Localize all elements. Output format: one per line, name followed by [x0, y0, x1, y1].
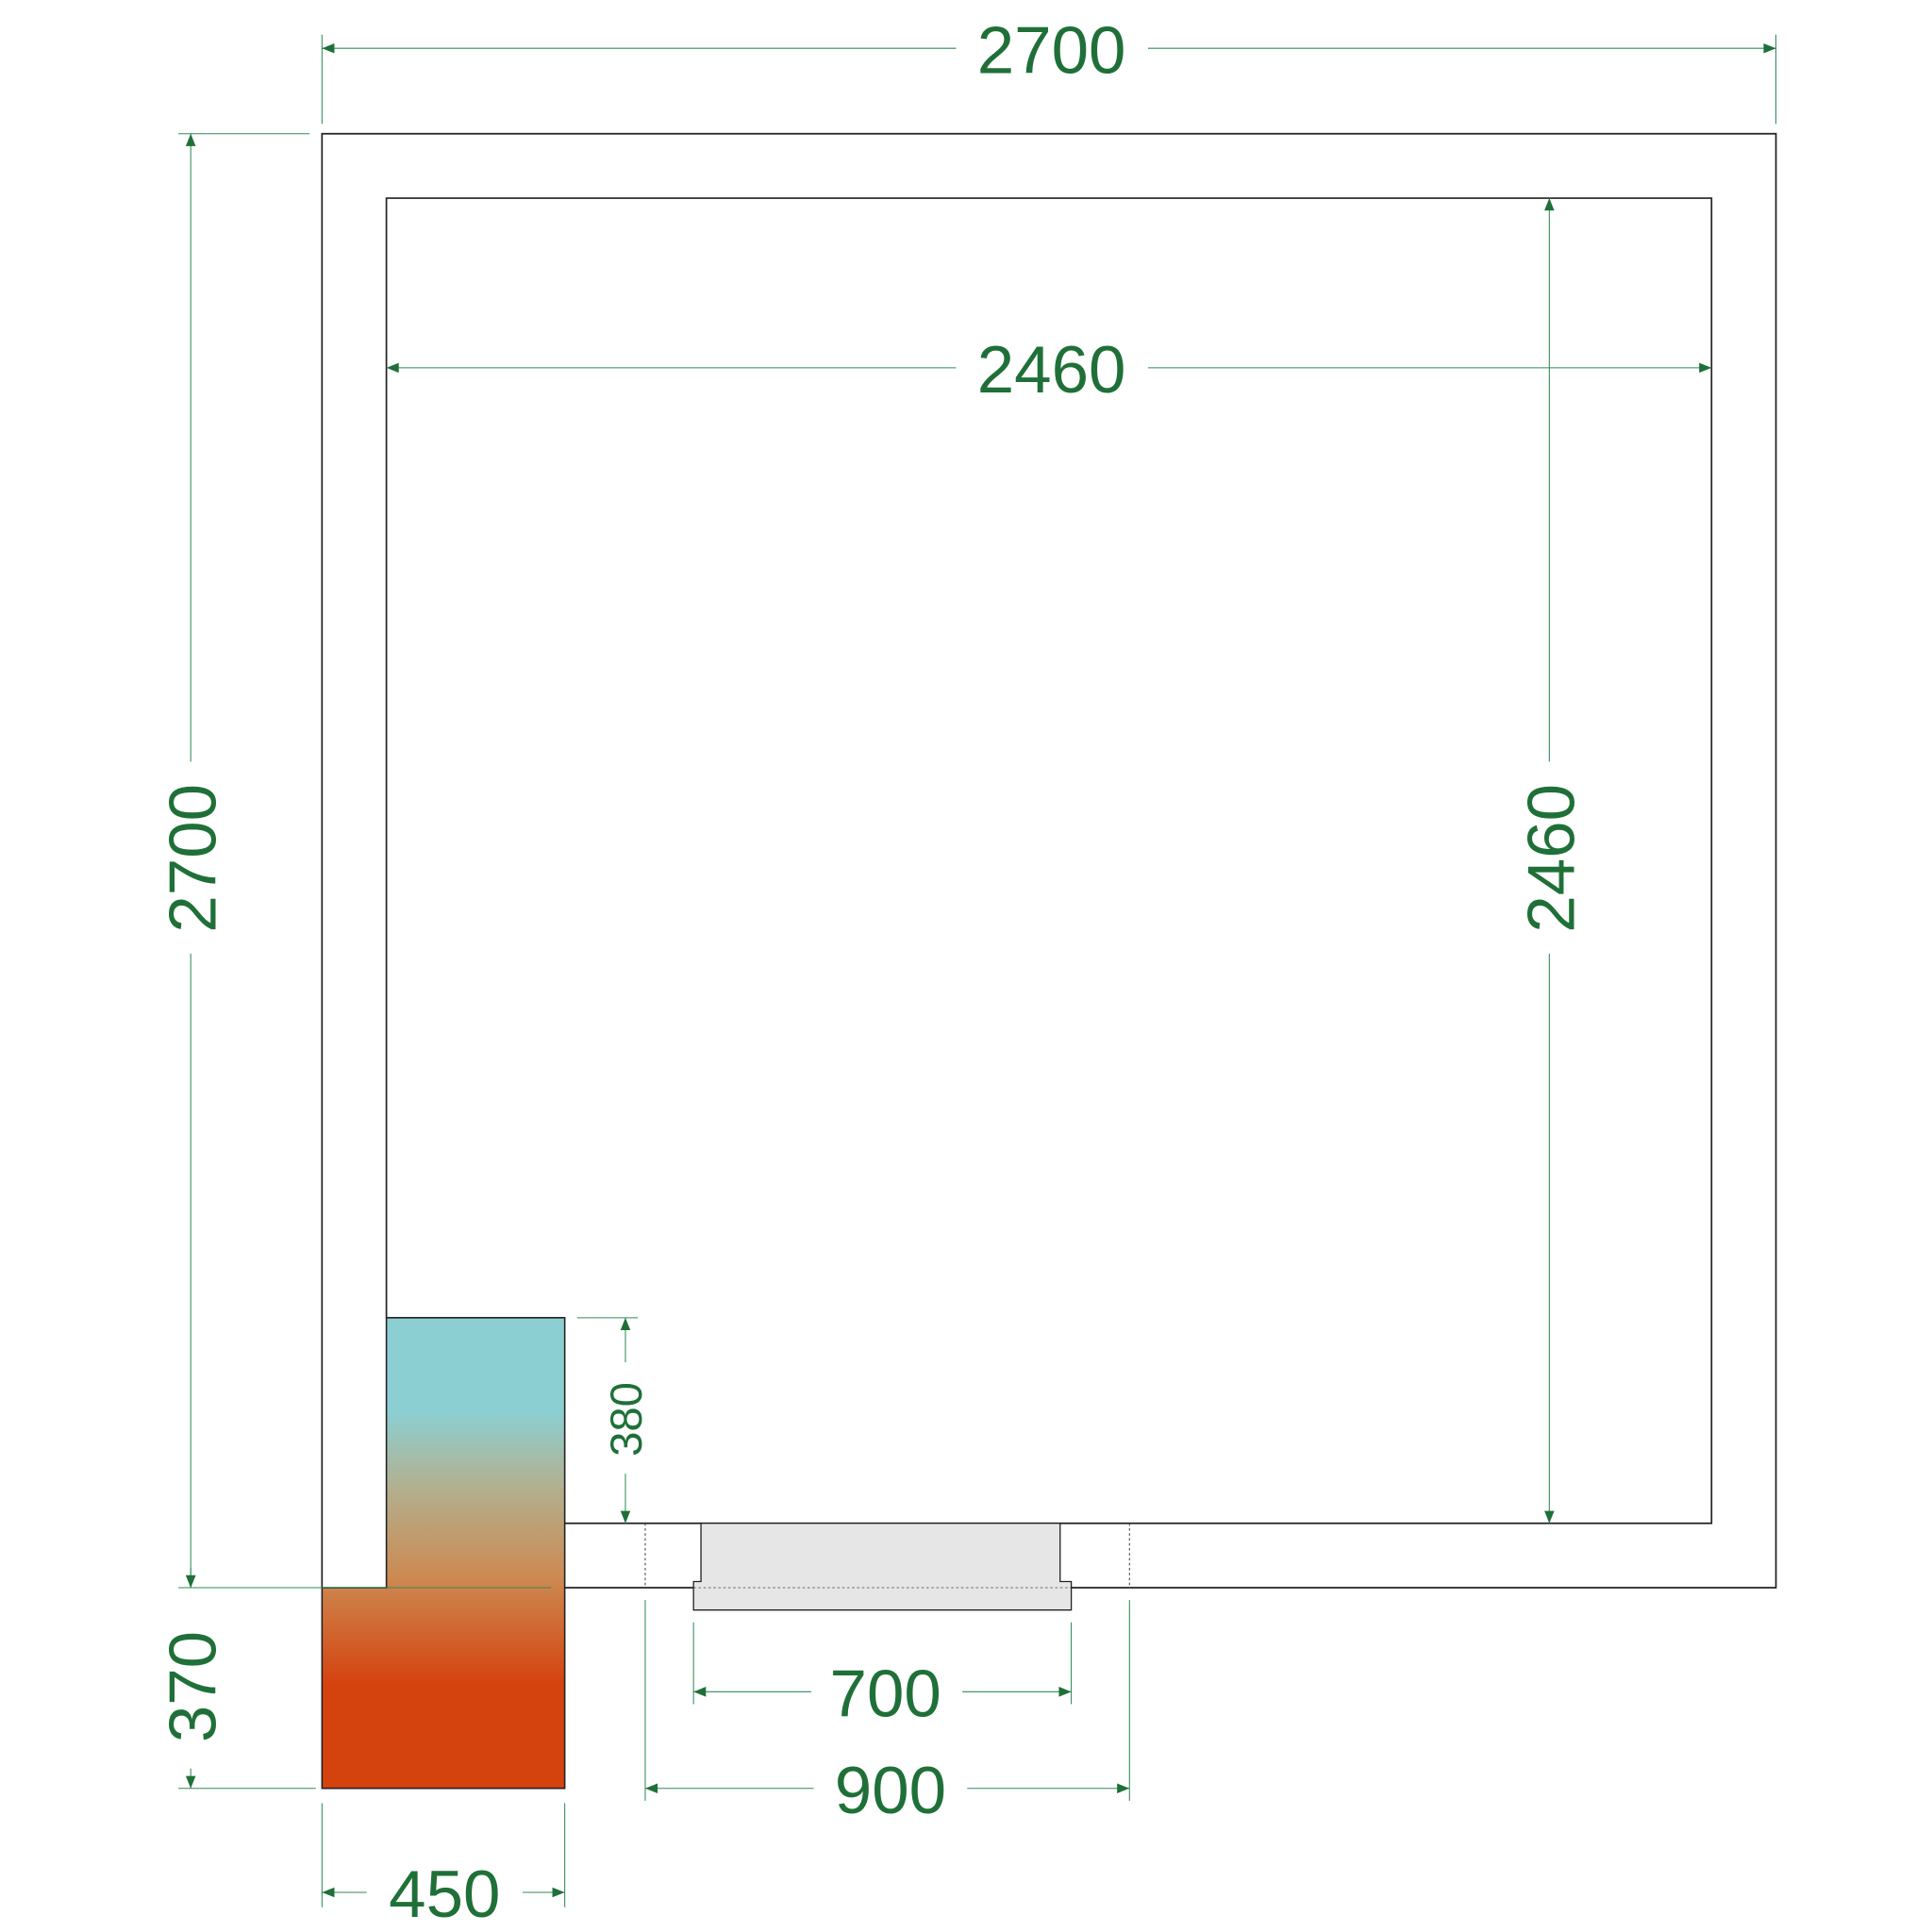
unit-projection-label: 370 — [156, 1631, 230, 1742]
refrigeration-unit — [321, 1317, 566, 1790]
door-opening-label: 900 — [835, 1754, 946, 1828]
outer-width-label: 2700 — [977, 13, 1126, 88]
outer-depth-label: 2700 — [156, 784, 230, 933]
door-clear-label: 700 — [830, 1657, 941, 1732]
unit-height-label: 380 — [602, 1382, 652, 1457]
inner-width-label: 2460 — [977, 333, 1126, 408]
inner-wall — [385, 197, 1713, 1524]
outer-wall — [321, 132, 1777, 1589]
inner-depth-label: 2460 — [1515, 784, 1590, 933]
unit-width-label: 450 — [389, 1857, 500, 1932]
door — [692, 1523, 1073, 1611]
